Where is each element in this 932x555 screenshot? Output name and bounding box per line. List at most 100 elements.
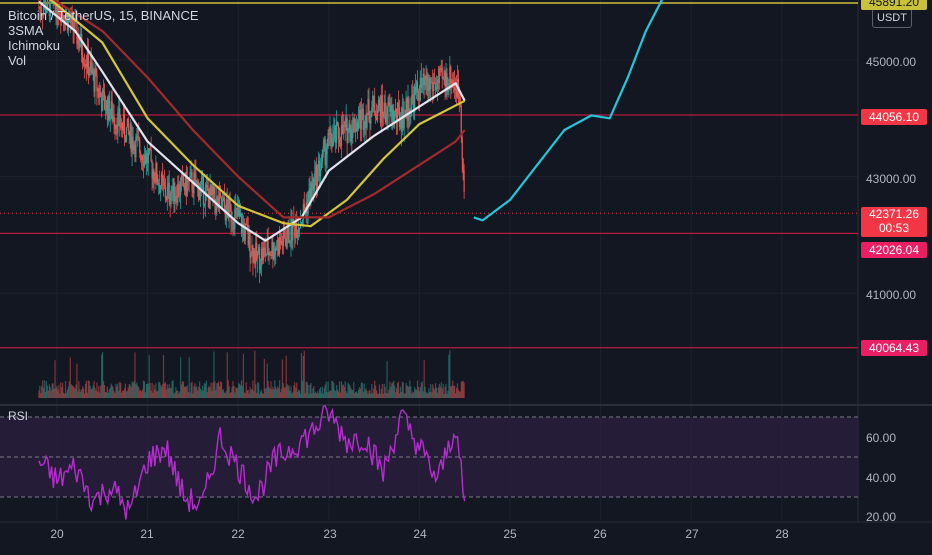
candle-body — [417, 91, 420, 100]
candle-body — [199, 192, 201, 200]
candle-body — [301, 220, 303, 225]
volume-bar — [291, 393, 293, 398]
volume-bar — [382, 393, 384, 398]
candle-body — [228, 198, 230, 219]
volume-bar — [207, 387, 209, 398]
volume-bar — [48, 384, 50, 398]
volume-bar — [194, 383, 196, 398]
volume-bar — [68, 381, 70, 398]
indicator-3sma[interactable]: 3SMA — [8, 23, 44, 38]
candle-body — [159, 184, 161, 193]
candle-body — [405, 98, 407, 118]
volume-bar — [326, 392, 328, 398]
candle-body — [420, 77, 422, 89]
volume-bar — [77, 391, 79, 398]
candle-body — [214, 186, 216, 203]
candle-body — [186, 180, 188, 196]
candle-body — [255, 242, 257, 265]
volume-bar — [444, 386, 446, 398]
volume-bar — [162, 355, 165, 398]
candle-body — [175, 195, 177, 197]
candle-body — [182, 175, 185, 186]
candle-body — [303, 204, 305, 210]
volume-bar — [281, 359, 284, 398]
volume-bar — [195, 387, 197, 398]
candle-body — [111, 100, 113, 121]
volume-bar — [313, 386, 315, 398]
indicator-vol[interactable]: Vol — [8, 53, 27, 68]
candle-body — [455, 88, 458, 98]
volume-bar — [363, 383, 365, 398]
volume-bar — [200, 388, 202, 398]
candle-body — [268, 252, 270, 256]
candle-body — [253, 250, 255, 263]
candle-body — [294, 224, 296, 238]
candle-body — [86, 49, 88, 68]
volume-bar — [180, 357, 182, 398]
candle-body — [399, 119, 401, 128]
candle-body — [196, 181, 198, 185]
candle-body — [185, 172, 187, 196]
volume-bar — [389, 381, 391, 398]
candle-body — [142, 162, 145, 167]
candle-body — [220, 196, 223, 208]
volume-bar — [301, 380, 303, 398]
candle-body — [386, 118, 388, 123]
volume-bar — [149, 382, 151, 398]
candle-body — [451, 79, 453, 89]
candle-body — [58, 14, 60, 16]
candle-body — [296, 225, 298, 238]
candle-body — [219, 192, 222, 197]
volume-bar — [250, 389, 252, 398]
volume-bar — [46, 385, 49, 398]
volume-bar — [375, 385, 377, 398]
candle-body — [283, 228, 285, 237]
candle-body — [356, 122, 359, 129]
candle-body — [218, 197, 220, 208]
candle-body — [395, 108, 398, 121]
candle-body — [356, 122, 358, 132]
candle-body — [346, 118, 348, 144]
volume-bar — [106, 386, 108, 398]
candle-body — [104, 109, 107, 111]
volume-bar — [171, 380, 173, 398]
volume-bar — [460, 381, 462, 398]
candle-body — [88, 71, 90, 76]
volume-bar — [393, 380, 395, 398]
volume-bar — [429, 392, 431, 398]
volume-bar — [293, 385, 295, 398]
candle-body — [82, 55, 84, 64]
volume-bar — [360, 382, 362, 398]
volume-bar — [365, 388, 367, 398]
volume-bar — [50, 390, 52, 398]
candle-body — [217, 196, 219, 198]
volume-bar — [150, 391, 152, 398]
candle-body — [342, 124, 344, 135]
candle-body — [121, 123, 124, 131]
candle-body — [110, 100, 112, 114]
candle-body — [423, 73, 425, 86]
candle-body — [85, 63, 88, 68]
volume-bar — [314, 392, 316, 398]
candle-body — [79, 45, 81, 49]
candle-body — [135, 136, 137, 158]
currency-selector[interactable]: USDT — [872, 8, 912, 28]
volume-bar — [309, 384, 311, 398]
volume-bar — [147, 383, 149, 398]
candle-body — [147, 153, 149, 163]
rsi-pane-label[interactable]: RSI — [8, 409, 29, 423]
rsi-axis-label: 20.00 — [866, 510, 897, 524]
volume-bar — [79, 389, 81, 398]
candle-body — [180, 175, 183, 182]
symbol-title[interactable]: Bitcoin / TetherUS, 15, BINANCE — [8, 8, 199, 23]
volume-bar — [315, 391, 317, 398]
indicator-ichimoku[interactable]: Ichimoku — [8, 38, 61, 53]
candle-body — [101, 97, 103, 112]
candle-body — [94, 69, 96, 92]
volume-bar — [60, 382, 62, 398]
volume-bar — [217, 383, 219, 398]
candle-body — [180, 181, 182, 195]
candle-body — [229, 198, 231, 205]
